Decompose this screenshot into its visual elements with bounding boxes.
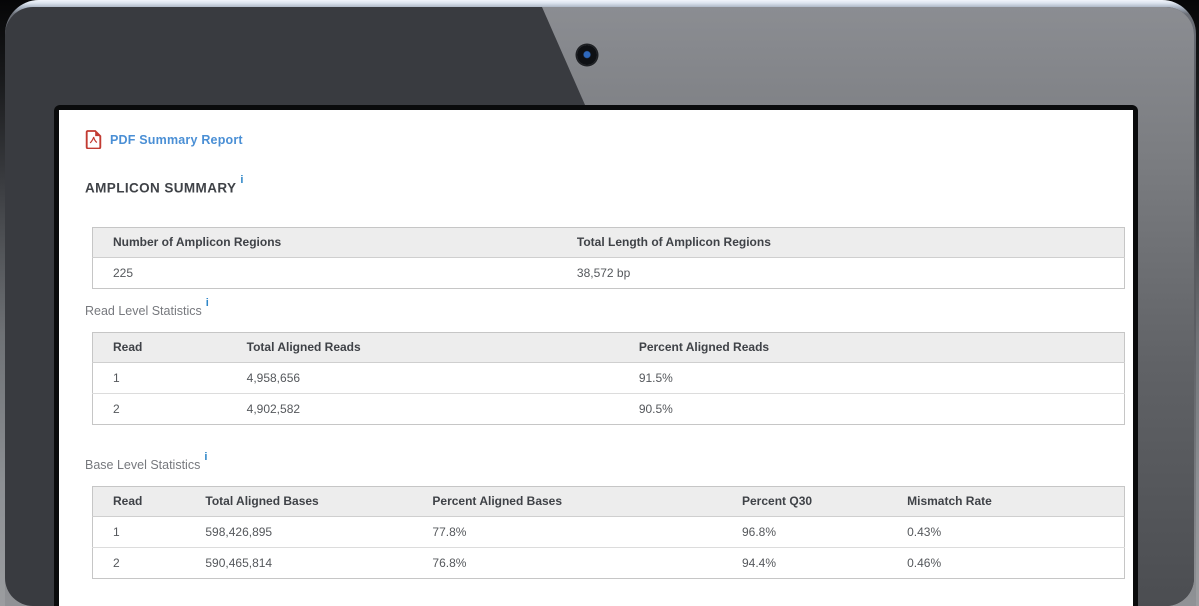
front-camera-icon [577,45,597,65]
table-cell: 1 [113,524,120,539]
table-row: 1 4,958,656 91.5% [93,362,1125,393]
info-icon[interactable]: i [204,450,208,463]
read-level-statistics-table: Read Total Aligned Reads Percent Aligned… [92,331,1125,425]
amplicon-summary-table: Number of Amplicon Regions Total Length … [92,226,1125,289]
column-header: Total Aligned Reads [226,332,619,363]
table-row: 2 590,465,814 76.8% 94.4% 0.46% [92,546,1125,579]
table-row: 2 4,902,582 90.5% [92,392,1125,425]
column-header: Percent Q30 [722,486,888,517]
table-cell: 598,426,895 [205,524,273,539]
table-header-row: Number of Amplicon Regions Total Length … [92,227,1125,258]
column-header: Total Length of Amplicon Regions [556,227,1125,258]
table-cell: 4,958,656 [246,370,301,385]
column-header: Read [92,486,186,517]
table-cell: 96.8% [742,524,777,539]
base-level-statistics-label: Base Level Statisticsi [85,450,208,472]
page-title: AMPLICON SUMMARYi [85,174,244,196]
table-cell: 590,465,814 [185,546,413,579]
table-cell: 90.5% [618,392,1125,425]
column-header: Read [92,332,227,363]
table-row: 1 598,426,895 77.8% 96.8% 0.43% [93,516,1125,547]
table-cell: 76.8% [412,546,722,579]
column-header: Number of Amplicon Regions [92,227,557,258]
pdf-icon [85,130,102,149]
table-cell: 1 [113,370,120,385]
base-level-statistics-table: Read Total Aligned Bases Percent Aligned… [92,485,1125,579]
table-cell: 77.8% [432,524,467,539]
table-cell: 2 [92,392,227,425]
report-page: PDF Summary Report AMPLICON SUMMARYi Num… [59,110,1133,606]
column-header: Total Aligned Bases [185,486,413,517]
table-cell: 0.46% [887,546,1125,579]
read-level-statistics-label: Read Level Statisticsi [85,296,209,318]
table-header-row: Read Total Aligned Reads Percent Aligned… [92,332,1125,363]
table-cell: 0.43% [907,524,942,539]
table-cell: 94.4% [722,546,888,579]
column-header: Mismatch Rate [887,486,1125,517]
table-cell: 225 [113,265,134,280]
column-header: Percent Aligned Bases [412,486,722,517]
table-cell: 91.5% [638,370,673,385]
pdf-link-label: PDF Summary Report [110,132,243,147]
table-row: 225 38,572 bp [93,257,1125,288]
info-icon[interactable]: i [205,296,209,309]
table-header-row: Read Total Aligned Bases Percent Aligned… [92,486,1125,517]
tablet-screen: PDF Summary Report AMPLICON SUMMARYi Num… [54,105,1138,606]
table-cell: 38,572 bp [576,265,631,280]
pdf-summary-report-link[interactable]: PDF Summary Report [85,130,1133,149]
column-header: Percent Aligned Reads [618,332,1125,363]
table-cell: 2 [92,546,186,579]
info-icon[interactable]: i [240,174,244,186]
table-cell: 4,902,582 [226,392,619,425]
